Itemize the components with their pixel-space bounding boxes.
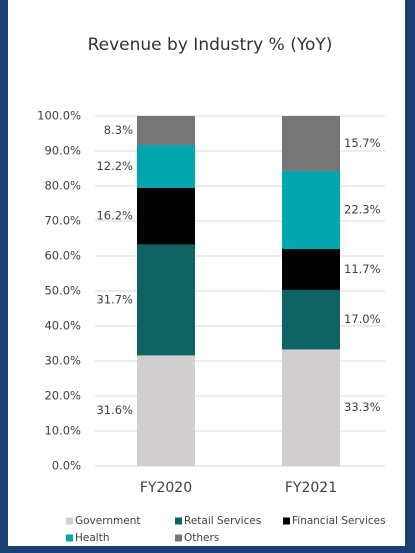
legend-swatch: [66, 534, 73, 542]
y-tick-label: 30.0%: [44, 354, 81, 368]
bar-segment: [137, 244, 195, 356]
bar-segment: [282, 349, 340, 466]
legend-swatch: [66, 517, 73, 525]
legend-swatch: [175, 517, 182, 525]
data-label: 33.3%: [344, 400, 381, 414]
data-label: 22.3%: [344, 202, 381, 216]
y-tick-label: 40.0%: [44, 319, 81, 333]
bar-segment: [282, 116, 340, 171]
legend-swatch: [175, 534, 182, 542]
y-tick-label: 20.0%: [44, 389, 81, 403]
y-tick-label: 90.0%: [44, 144, 81, 158]
y-tick-label: 0.0%: [52, 459, 81, 473]
data-label: 15.7%: [344, 136, 381, 150]
y-tick-label: 80.0%: [44, 179, 81, 193]
bar-segment: [137, 145, 195, 188]
bar-segment: [137, 116, 195, 146]
bar-segment: [137, 355, 195, 466]
y-tick-label: 70.0%: [44, 214, 81, 228]
x-tick-label: FY2020: [140, 480, 192, 496]
bar-segment: [137, 187, 195, 245]
y-tick-label: 100.0%: [37, 109, 81, 123]
data-label: 11.7%: [344, 262, 381, 276]
bar-segment: [282, 170, 340, 249]
chart-title: Revenue by Industry % (YoY): [88, 35, 333, 55]
bar-segment: [282, 289, 340, 350]
x-tick-label: FY2021: [285, 480, 337, 496]
legend-swatch: [283, 517, 290, 525]
y-tick-label: 60.0%: [44, 249, 81, 263]
data-label: 31.6%: [96, 403, 133, 417]
data-label: 17.0%: [344, 312, 381, 326]
legend-label: Retail Services: [184, 515, 261, 527]
data-label: 31.7%: [96, 292, 133, 306]
y-tick-label: 10.0%: [44, 424, 81, 438]
data-label: 8.3%: [104, 123, 133, 137]
legend-label: Government: [75, 515, 140, 527]
data-label: 16.2%: [96, 209, 133, 223]
data-label: 12.2%: [96, 159, 133, 173]
legend-label: Others: [184, 532, 219, 544]
y-tick-label: 50.0%: [44, 284, 81, 298]
bar-segment: [282, 249, 340, 290]
legend-label: Financial Services: [292, 515, 386, 527]
legend-label: Health: [75, 532, 109, 544]
